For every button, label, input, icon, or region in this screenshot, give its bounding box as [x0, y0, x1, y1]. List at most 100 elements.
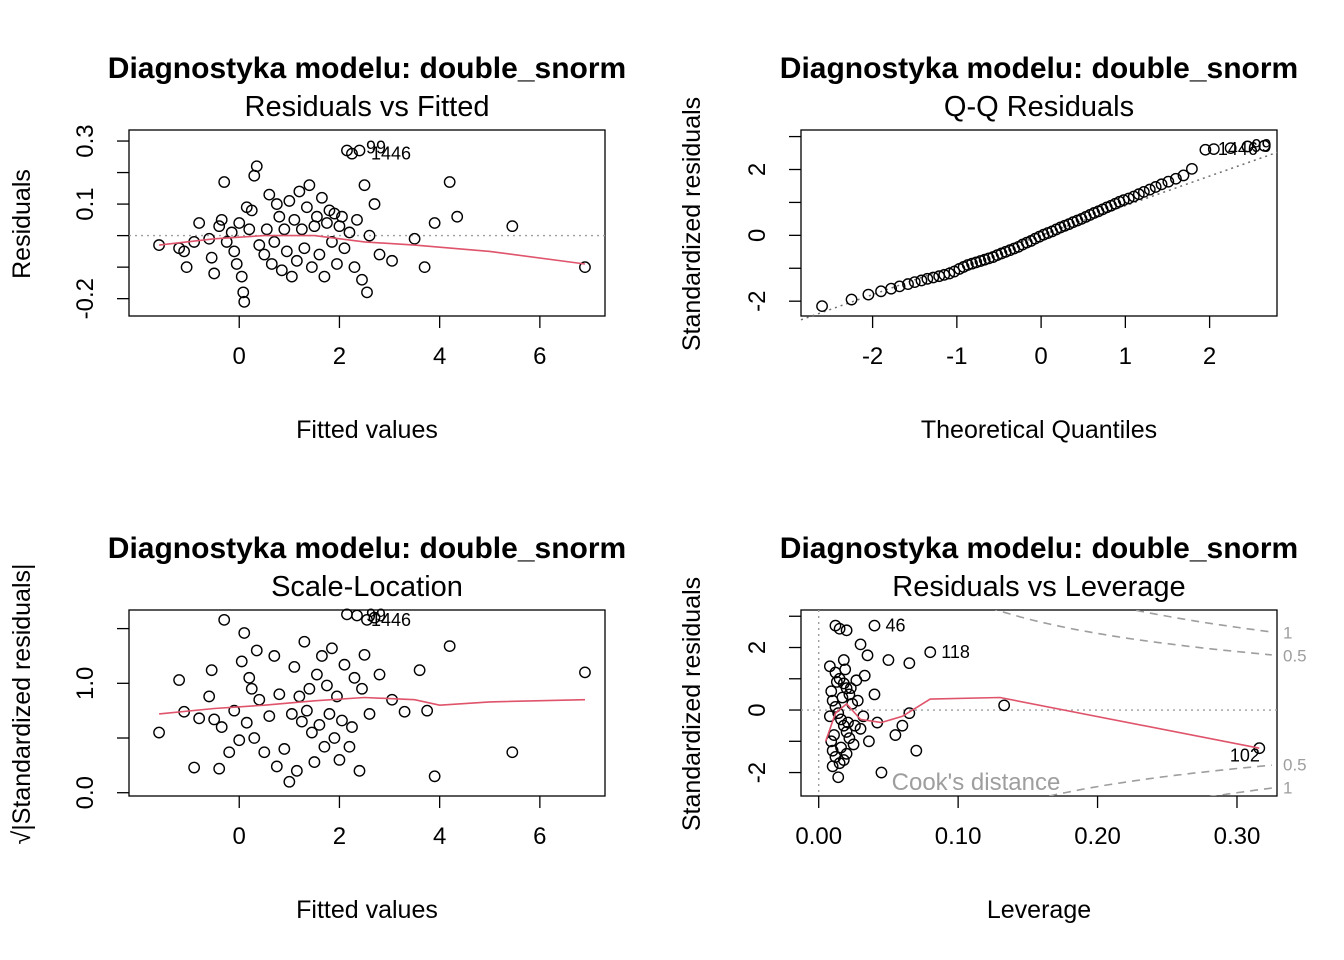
data-point: [386, 254, 398, 267]
data-point: [331, 690, 343, 703]
data-point: [223, 746, 236, 759]
plot-frame: [128, 609, 606, 797]
data-point: [213, 762, 226, 775]
data-point: [300, 201, 313, 214]
data-point: [240, 716, 253, 729]
panel-qq-residuals: Diagnostyka modelu: double_snorm Q-Q Res…: [678, 52, 1298, 444]
data-point: [188, 761, 201, 774]
axis-ticks: 0.00 0.10 0.20 0.30 -2 0 2: [744, 615, 1260, 850]
data-point: [862, 288, 875, 301]
data-point: [830, 675, 843, 688]
data-point: [418, 261, 431, 274]
data-point: [243, 223, 256, 236]
data-point: [298, 635, 311, 648]
data-point: [1253, 742, 1266, 755]
y-tick-label: 0.3: [72, 124, 99, 157]
reference-lines: [801, 610, 1277, 796]
data-point: [193, 217, 206, 229]
data-point: [938, 268, 951, 281]
data-point: [270, 760, 283, 773]
y-tick-label: 0: [744, 229, 771, 242]
data-point: [316, 191, 328, 204]
data-point: [280, 245, 293, 258]
panel-residuals-vs-leverage: Diagnostyka modelu: double_snorm Residua…: [678, 532, 1307, 924]
data-point: [278, 223, 291, 236]
data-point: [245, 682, 258, 695]
x-tick-label: 2: [333, 823, 346, 850]
data-point: [263, 710, 276, 723]
y-tick-label: -2: [744, 762, 771, 783]
data-point: [837, 754, 850, 766]
panel-title: Diagnostyka modelu: double_snorm: [108, 52, 626, 85]
x-tick-label: 4: [433, 343, 446, 370]
data-point: [343, 740, 356, 753]
data-point: [173, 674, 186, 686]
data-point: [1149, 181, 1162, 193]
cook-contour-label: 1: [1283, 778, 1292, 797]
data-point: [863, 735, 875, 748]
data-point: [1143, 183, 1156, 196]
smooth-line-group: [159, 234, 586, 265]
data-point: [238, 627, 251, 639]
data-point: [368, 611, 381, 624]
data-point: [230, 258, 243, 270]
data-point: [443, 640, 456, 653]
data-point: [832, 771, 845, 784]
data-point: [270, 198, 283, 210]
data-point: [363, 229, 376, 242]
data-point: [868, 688, 881, 701]
data-point: [373, 248, 386, 261]
data-point: [839, 663, 852, 676]
data-point: [358, 648, 371, 661]
data-point: [840, 726, 853, 738]
data-point: [250, 160, 263, 173]
data-point: [328, 207, 341, 220]
plot-frame: [128, 129, 606, 317]
data-point: [353, 144, 366, 157]
data-point: [893, 280, 906, 293]
data-point: [845, 293, 858, 306]
data-point: [889, 729, 902, 741]
data-point: [833, 622, 846, 635]
data-point: [837, 654, 850, 666]
panel-subtitle: Q-Q Residuals: [944, 91, 1134, 123]
data-point: [283, 775, 296, 788]
data-point: [290, 254, 303, 267]
data-point: [298, 242, 311, 255]
data-point: [288, 213, 301, 226]
data-point: [228, 245, 241, 258]
data-point: [253, 239, 266, 251]
data-point: [851, 694, 864, 707]
data-point: [828, 729, 840, 741]
data-point: [903, 657, 916, 670]
panel-title: Diagnostyka modelu: double_snorm: [780, 52, 1298, 85]
data-point: [840, 682, 853, 695]
point-label: 99: [1252, 136, 1272, 156]
data-point: [840, 624, 853, 637]
panel-title: Diagnostyka modelu: double_snorm: [108, 532, 626, 565]
data-point: [421, 704, 434, 717]
data-point: [235, 655, 248, 668]
data-point: [829, 701, 842, 713]
point-label: 118: [941, 642, 970, 662]
data-point: [373, 668, 386, 681]
data-points: [153, 144, 591, 308]
data-point: [358, 179, 371, 192]
data-point: [835, 741, 847, 754]
point-label: 1446: [1218, 139, 1258, 159]
x-tick-label: 0.10: [935, 823, 982, 850]
data-point: [896, 719, 909, 732]
x-tick-label: 0: [1034, 343, 1047, 370]
data-point: [875, 766, 888, 779]
plot-frame: [800, 609, 1278, 797]
data-point: [203, 690, 216, 703]
data-point: [331, 258, 343, 270]
data-point: [295, 715, 308, 728]
data-point: [338, 242, 351, 255]
data-point: [237, 286, 250, 299]
point-label: 102: [1230, 745, 1260, 765]
panel-subtitle: Residuals vs Fitted: [245, 91, 490, 123]
data-point: [265, 258, 278, 270]
data-point: [361, 286, 373, 299]
data-point: [413, 664, 426, 677]
